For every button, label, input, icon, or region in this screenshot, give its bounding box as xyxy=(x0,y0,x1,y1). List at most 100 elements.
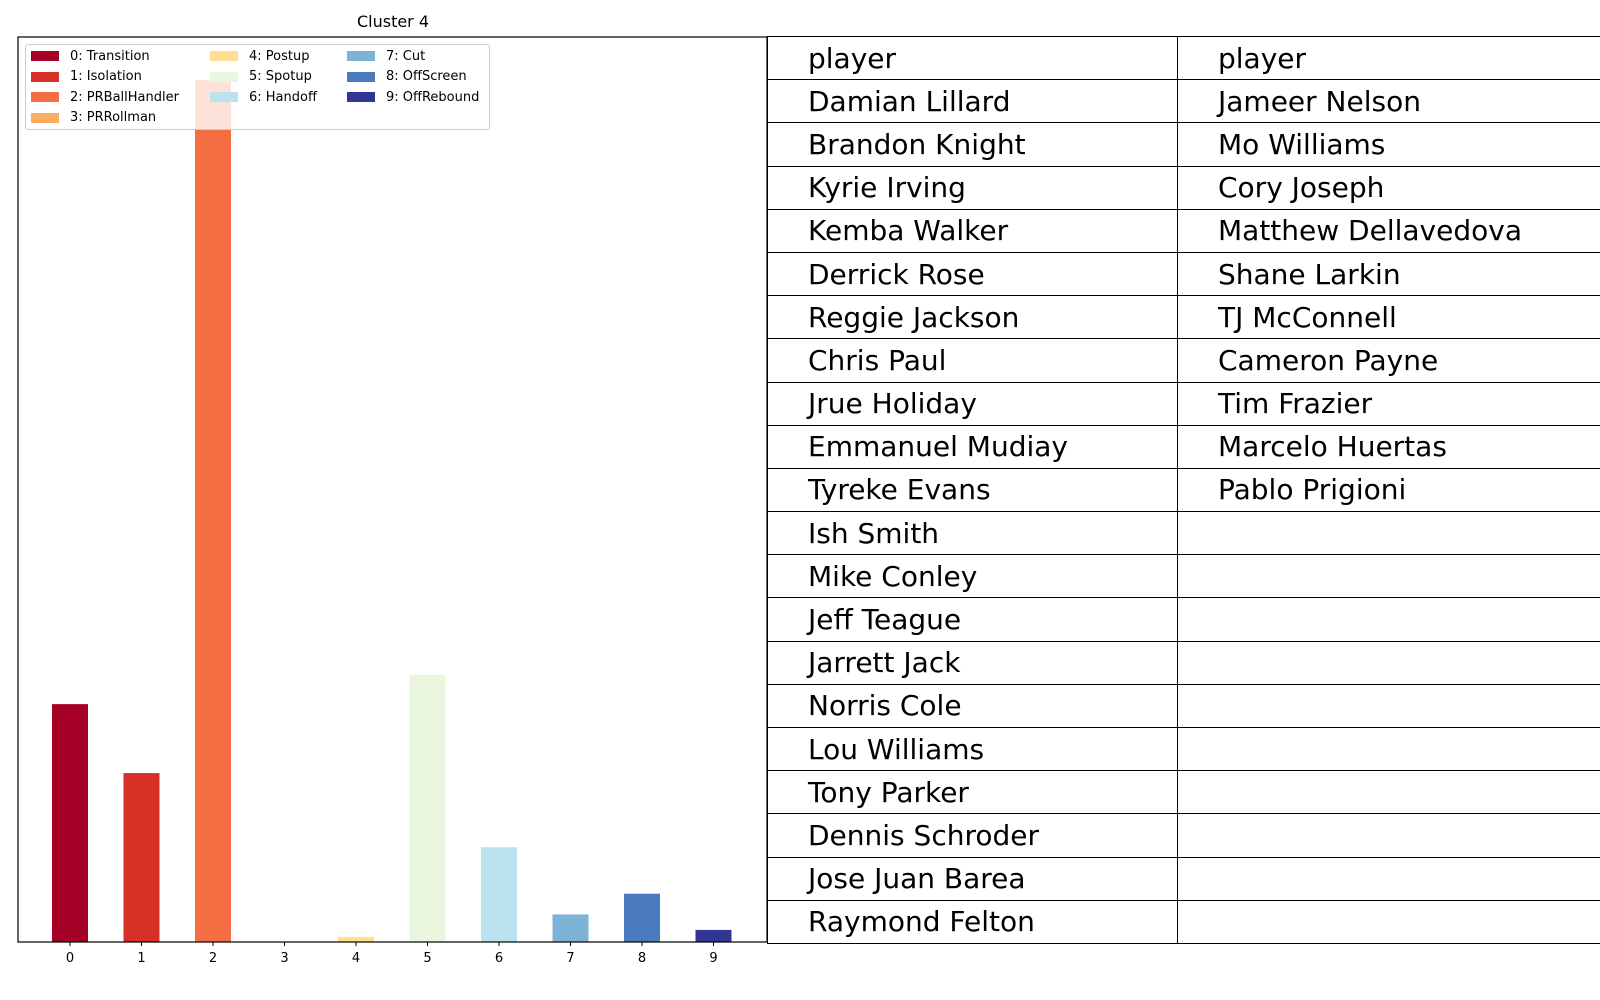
table-row: Kyrie Irving Cory Joseph xyxy=(767,165,1600,210)
table-cell: Brandon Knight xyxy=(767,122,1178,167)
table-cell: Jameer Nelson xyxy=(1177,79,1600,124)
table-cell xyxy=(1177,511,1600,556)
bar-5 xyxy=(409,674,446,942)
column-header: player xyxy=(767,35,1178,81)
legend-item: 3: PRRollman xyxy=(31,110,156,126)
bar-9 xyxy=(695,929,732,942)
player-table-container: player player Damian Lillard Jameer Nelso… xyxy=(767,35,1600,944)
table-row: Ish Smith xyxy=(767,511,1600,556)
table-cell xyxy=(1177,899,1600,944)
table-cell xyxy=(1177,597,1600,642)
table-cell: Damian Lillard xyxy=(767,79,1178,124)
legend-item: 6: Handoff xyxy=(210,89,317,105)
table-cell: Mike Conley xyxy=(767,554,1178,599)
table-header-row: player player xyxy=(767,35,1600,81)
table-row: Tyreke Evans Pablo Prigioni xyxy=(767,467,1600,513)
legend-label: 7: Cut xyxy=(386,48,426,64)
table-cell: Norris Cole xyxy=(767,683,1178,729)
legend-label: 0: Transition xyxy=(70,48,150,64)
table-row: Emmanuel Mudiay Marcelo Huertas xyxy=(767,424,1600,469)
legend-label: 8: OffScreen xyxy=(386,69,467,84)
table-cell: Jeff Teague xyxy=(767,597,1178,642)
x-tick-label: 6 xyxy=(495,951,503,966)
legend-item: 1: Isolation xyxy=(31,69,142,85)
legend-swatch xyxy=(31,92,59,102)
table-cell: Derrick Rose xyxy=(767,251,1178,297)
legend-label: 5: Spotup xyxy=(249,69,312,84)
legend-item: 4: Postup xyxy=(210,48,309,64)
table-row: Reggie Jackson TJ McConnell xyxy=(767,295,1600,340)
x-tick-label: 7 xyxy=(566,951,574,966)
table-row: Mike Conley xyxy=(767,554,1600,599)
bar-7 xyxy=(552,914,589,942)
table-row: Raymond Felton xyxy=(767,899,1600,944)
legend-swatch xyxy=(31,51,59,61)
table-row: Damian Lillard Jameer Nelson xyxy=(767,79,1600,124)
legend-item: 5: Spotup xyxy=(210,69,312,85)
table-cell: Reggie Jackson xyxy=(767,295,1178,340)
table-cell: Marcelo Huertas xyxy=(1177,424,1600,469)
legend-item: 2: PRBallHandler xyxy=(31,89,179,105)
legend-item: 9: OffRebound xyxy=(347,89,479,105)
table-cell: Mo Williams xyxy=(1177,122,1600,167)
bar-8 xyxy=(624,893,660,942)
table-cell: Kyrie Irving xyxy=(767,165,1178,210)
table-row: Jrue Holiday Tim Frazier xyxy=(767,381,1600,426)
x-tick-label: 1 xyxy=(137,951,145,966)
table-cell: Kemba Walker xyxy=(767,208,1178,253)
legend-label: 9: OffRebound xyxy=(386,89,480,105)
legend-label: 1: Isolation xyxy=(70,69,142,84)
table-cell: Cameron Payne xyxy=(1177,338,1600,383)
table-cell: Chris Paul xyxy=(767,338,1178,383)
table-cell xyxy=(1177,554,1600,599)
table-cell: Ish Smith xyxy=(767,511,1178,556)
legend-swatch xyxy=(31,112,59,123)
table-cell: Emmanuel Mudiay xyxy=(767,424,1178,469)
column-header: player xyxy=(1177,35,1600,81)
table-row: Jarrett Jack xyxy=(767,640,1600,685)
table-cell: Jrue Holiday xyxy=(767,381,1178,426)
x-tick-label: 2 xyxy=(209,951,217,966)
legend-item: 0: Transition xyxy=(31,48,150,64)
table-cell xyxy=(1177,813,1600,858)
player-table: player player Damian Lillard Jameer Nelso… xyxy=(767,35,1600,944)
bar-4 xyxy=(338,936,374,942)
x-tick-label: 3 xyxy=(280,951,288,966)
x-tick-label: 0 xyxy=(66,951,74,966)
table-cell: Dennis Schroder xyxy=(767,813,1178,858)
table-cell: Shane Larkin xyxy=(1177,251,1600,297)
table-row: Jeff Teague xyxy=(767,597,1600,642)
legend-label: 2: PRBallHandler xyxy=(70,89,179,105)
table-cell: Jarrett Jack xyxy=(767,640,1178,685)
table-cell: Cory Joseph xyxy=(1177,165,1600,210)
legend-swatch xyxy=(210,71,238,82)
table-cell: Tim Frazier xyxy=(1177,381,1600,426)
bars-layer xyxy=(52,80,732,943)
legend-label: 3: PRRollman xyxy=(70,110,157,125)
table-row: Derrick Rose Shane Larkin xyxy=(767,251,1600,297)
legend-swatch xyxy=(347,92,375,102)
bar-0 xyxy=(52,704,88,942)
table-cell: Raymond Felton xyxy=(767,899,1178,944)
bar-6 xyxy=(481,847,517,942)
table-cell xyxy=(1177,726,1600,772)
table-row: Norris Cole xyxy=(767,683,1600,729)
table-row: Brandon Knight Mo Williams xyxy=(767,122,1600,167)
table-cell: Jose Juan Barea xyxy=(767,856,1178,901)
legend-swatch xyxy=(347,51,375,61)
table-cell: Tony Parker xyxy=(767,770,1178,815)
bar-chart: 0 1 2 3 4 5 6 7 8 9 xyxy=(17,36,768,966)
legend-swatch xyxy=(210,51,238,61)
chart-title: Cluster 4 xyxy=(356,12,430,31)
x-tick-label: 5 xyxy=(423,951,431,966)
table-cell: Tyreke Evans xyxy=(767,467,1178,513)
x-tick-label: 8 xyxy=(638,951,646,966)
table-cell: Lou Williams xyxy=(767,726,1178,772)
table-cell xyxy=(1177,640,1600,685)
x-tick-label: 4 xyxy=(352,951,360,966)
bar-2 xyxy=(195,80,231,943)
table-row: Jose Juan Barea xyxy=(767,856,1600,901)
table-row: Dennis Schroder xyxy=(767,813,1600,858)
table-cell xyxy=(1177,770,1600,815)
table-row: Lou Williams xyxy=(767,726,1600,772)
